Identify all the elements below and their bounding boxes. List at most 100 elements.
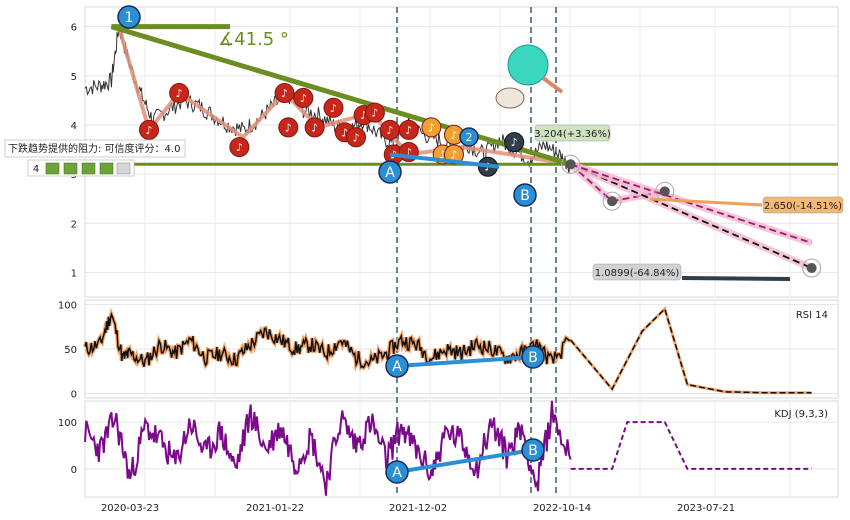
mascot-icon bbox=[495, 87, 525, 109]
annotation-upper-box bbox=[534, 124, 611, 142]
note-marker bbox=[421, 117, 442, 138]
resistance-box bbox=[4, 139, 186, 158]
price-y-tick: 6 bbox=[71, 23, 77, 34]
note-marker bbox=[323, 97, 344, 118]
note-glyph: ♪ bbox=[439, 148, 446, 161]
kdj-line bbox=[84, 400, 572, 496]
projection-ring bbox=[561, 154, 581, 174]
rsi-title: RSI 14 bbox=[796, 310, 828, 321]
projection-point bbox=[565, 159, 576, 170]
wave-label-text: 2 bbox=[466, 131, 473, 144]
note-glyph: ♪ bbox=[330, 102, 337, 115]
note-glyph: ♪ bbox=[311, 121, 318, 134]
kdj-projection bbox=[570, 421, 812, 470]
projection-line bbox=[570, 163, 812, 244]
note-marker bbox=[229, 137, 250, 158]
note-marker bbox=[364, 102, 385, 123]
kdj-y-tick: 0 bbox=[71, 465, 77, 476]
wave-label-text: B bbox=[520, 188, 530, 204]
wave-label-text: A bbox=[392, 359, 402, 375]
wave-label-circle bbox=[521, 345, 545, 369]
rsi-y-tick: 100 bbox=[58, 300, 77, 311]
annotation-arrow bbox=[649, 197, 763, 207]
note-glyph: ♪ bbox=[428, 121, 435, 134]
note-marker bbox=[346, 127, 367, 148]
rating-star-icon bbox=[99, 162, 114, 175]
kdj-y-tick: 100 bbox=[58, 418, 77, 429]
note-glyph: ♪ bbox=[371, 107, 378, 120]
note-glyph: ♪ bbox=[353, 131, 360, 144]
projection-point bbox=[659, 186, 670, 197]
projection-ring bbox=[802, 258, 822, 278]
x-tick-label: 2023-07-21 bbox=[677, 503, 735, 514]
ab-line-rsi bbox=[396, 355, 534, 368]
note-marker bbox=[274, 83, 295, 104]
wave-label-text: A bbox=[385, 165, 395, 181]
note-marker bbox=[398, 119, 419, 140]
x-tick-label: 2020-03-23 bbox=[101, 503, 159, 514]
note-glyph: ♪ bbox=[341, 126, 348, 139]
wave-label-text: B bbox=[528, 443, 538, 459]
rating-star-icon bbox=[63, 162, 78, 175]
paddle-icon bbox=[507, 44, 549, 86]
note-glyph: ♪ bbox=[450, 129, 457, 142]
annotation-low-box bbox=[592, 263, 682, 281]
price-y-tick: 1 bbox=[71, 268, 77, 279]
price-y-tick: 2 bbox=[71, 219, 77, 230]
note-marker bbox=[278, 117, 299, 138]
note-marker bbox=[293, 87, 314, 108]
ab-line-price bbox=[389, 152, 500, 169]
kdj-title: KDJ (9,3,3) bbox=[774, 409, 828, 420]
wave-label-circle bbox=[385, 354, 409, 378]
price-line bbox=[84, 25, 571, 174]
note-glyph: ♪ bbox=[285, 121, 292, 134]
price-y-tick: 5 bbox=[71, 72, 77, 83]
projection-point bbox=[607, 196, 618, 207]
rating-number: 4 bbox=[33, 164, 39, 175]
note-glyph: ♪ bbox=[300, 92, 307, 105]
wave-label-circle bbox=[378, 160, 402, 184]
wave-label-text: A bbox=[392, 465, 402, 481]
note-marker bbox=[169, 83, 190, 104]
annotation-low: 1.0899(-64.84%) bbox=[595, 268, 680, 279]
annotation-arrow bbox=[681, 276, 791, 281]
wave-label-circle bbox=[513, 183, 537, 207]
downtrend-line bbox=[110, 24, 572, 167]
projection-band bbox=[569, 161, 813, 272]
wave-label-circle bbox=[385, 460, 409, 484]
wave-label-text: 1 bbox=[125, 10, 134, 26]
annotation-mid: 2.650(-14.51%) bbox=[764, 201, 842, 212]
x-tick-label: 2021-01-22 bbox=[246, 503, 304, 514]
note-glyph: ♪ bbox=[236, 141, 243, 154]
note-glyph: ♪ bbox=[405, 124, 412, 137]
price-y-tick: 4 bbox=[71, 121, 77, 132]
kdj-panel-frame bbox=[84, 400, 839, 498]
rsi-line bbox=[84, 311, 571, 369]
note-glyph: ♪ bbox=[145, 124, 152, 137]
note-glyph: ♪ bbox=[405, 146, 412, 159]
projection-point bbox=[806, 263, 817, 273]
note-glyph: ♪ bbox=[360, 109, 367, 122]
note-glyph: ♪ bbox=[386, 124, 393, 137]
annotation-mid-box bbox=[762, 196, 844, 214]
trend-angle-label: ∡41.5 ° bbox=[218, 29, 289, 50]
wave-label-circle bbox=[117, 5, 141, 29]
rating-star-icon bbox=[81, 162, 96, 175]
note-marker bbox=[304, 117, 325, 138]
x-tick-label: 2021-12-02 bbox=[389, 503, 447, 514]
ab-line-kdj bbox=[396, 448, 534, 474]
rating-star-icon bbox=[45, 162, 60, 175]
note-glyph: ♪ bbox=[450, 148, 457, 161]
rsi-projection bbox=[570, 307, 812, 394]
note-marker bbox=[139, 119, 160, 140]
note-marker bbox=[504, 132, 525, 153]
note-glyph: ♪ bbox=[511, 136, 518, 149]
wave-label-circle bbox=[459, 127, 479, 147]
note-glyph: ♪ bbox=[176, 87, 183, 100]
note-glyph: ♪ bbox=[281, 87, 288, 100]
rsi-y-tick: 0 bbox=[71, 390, 77, 401]
x-tick-label: 2022-10-14 bbox=[533, 503, 591, 514]
resistance-label: 下跌趋势提供的阻力: 可信度评分：4.0 bbox=[8, 142, 180, 155]
